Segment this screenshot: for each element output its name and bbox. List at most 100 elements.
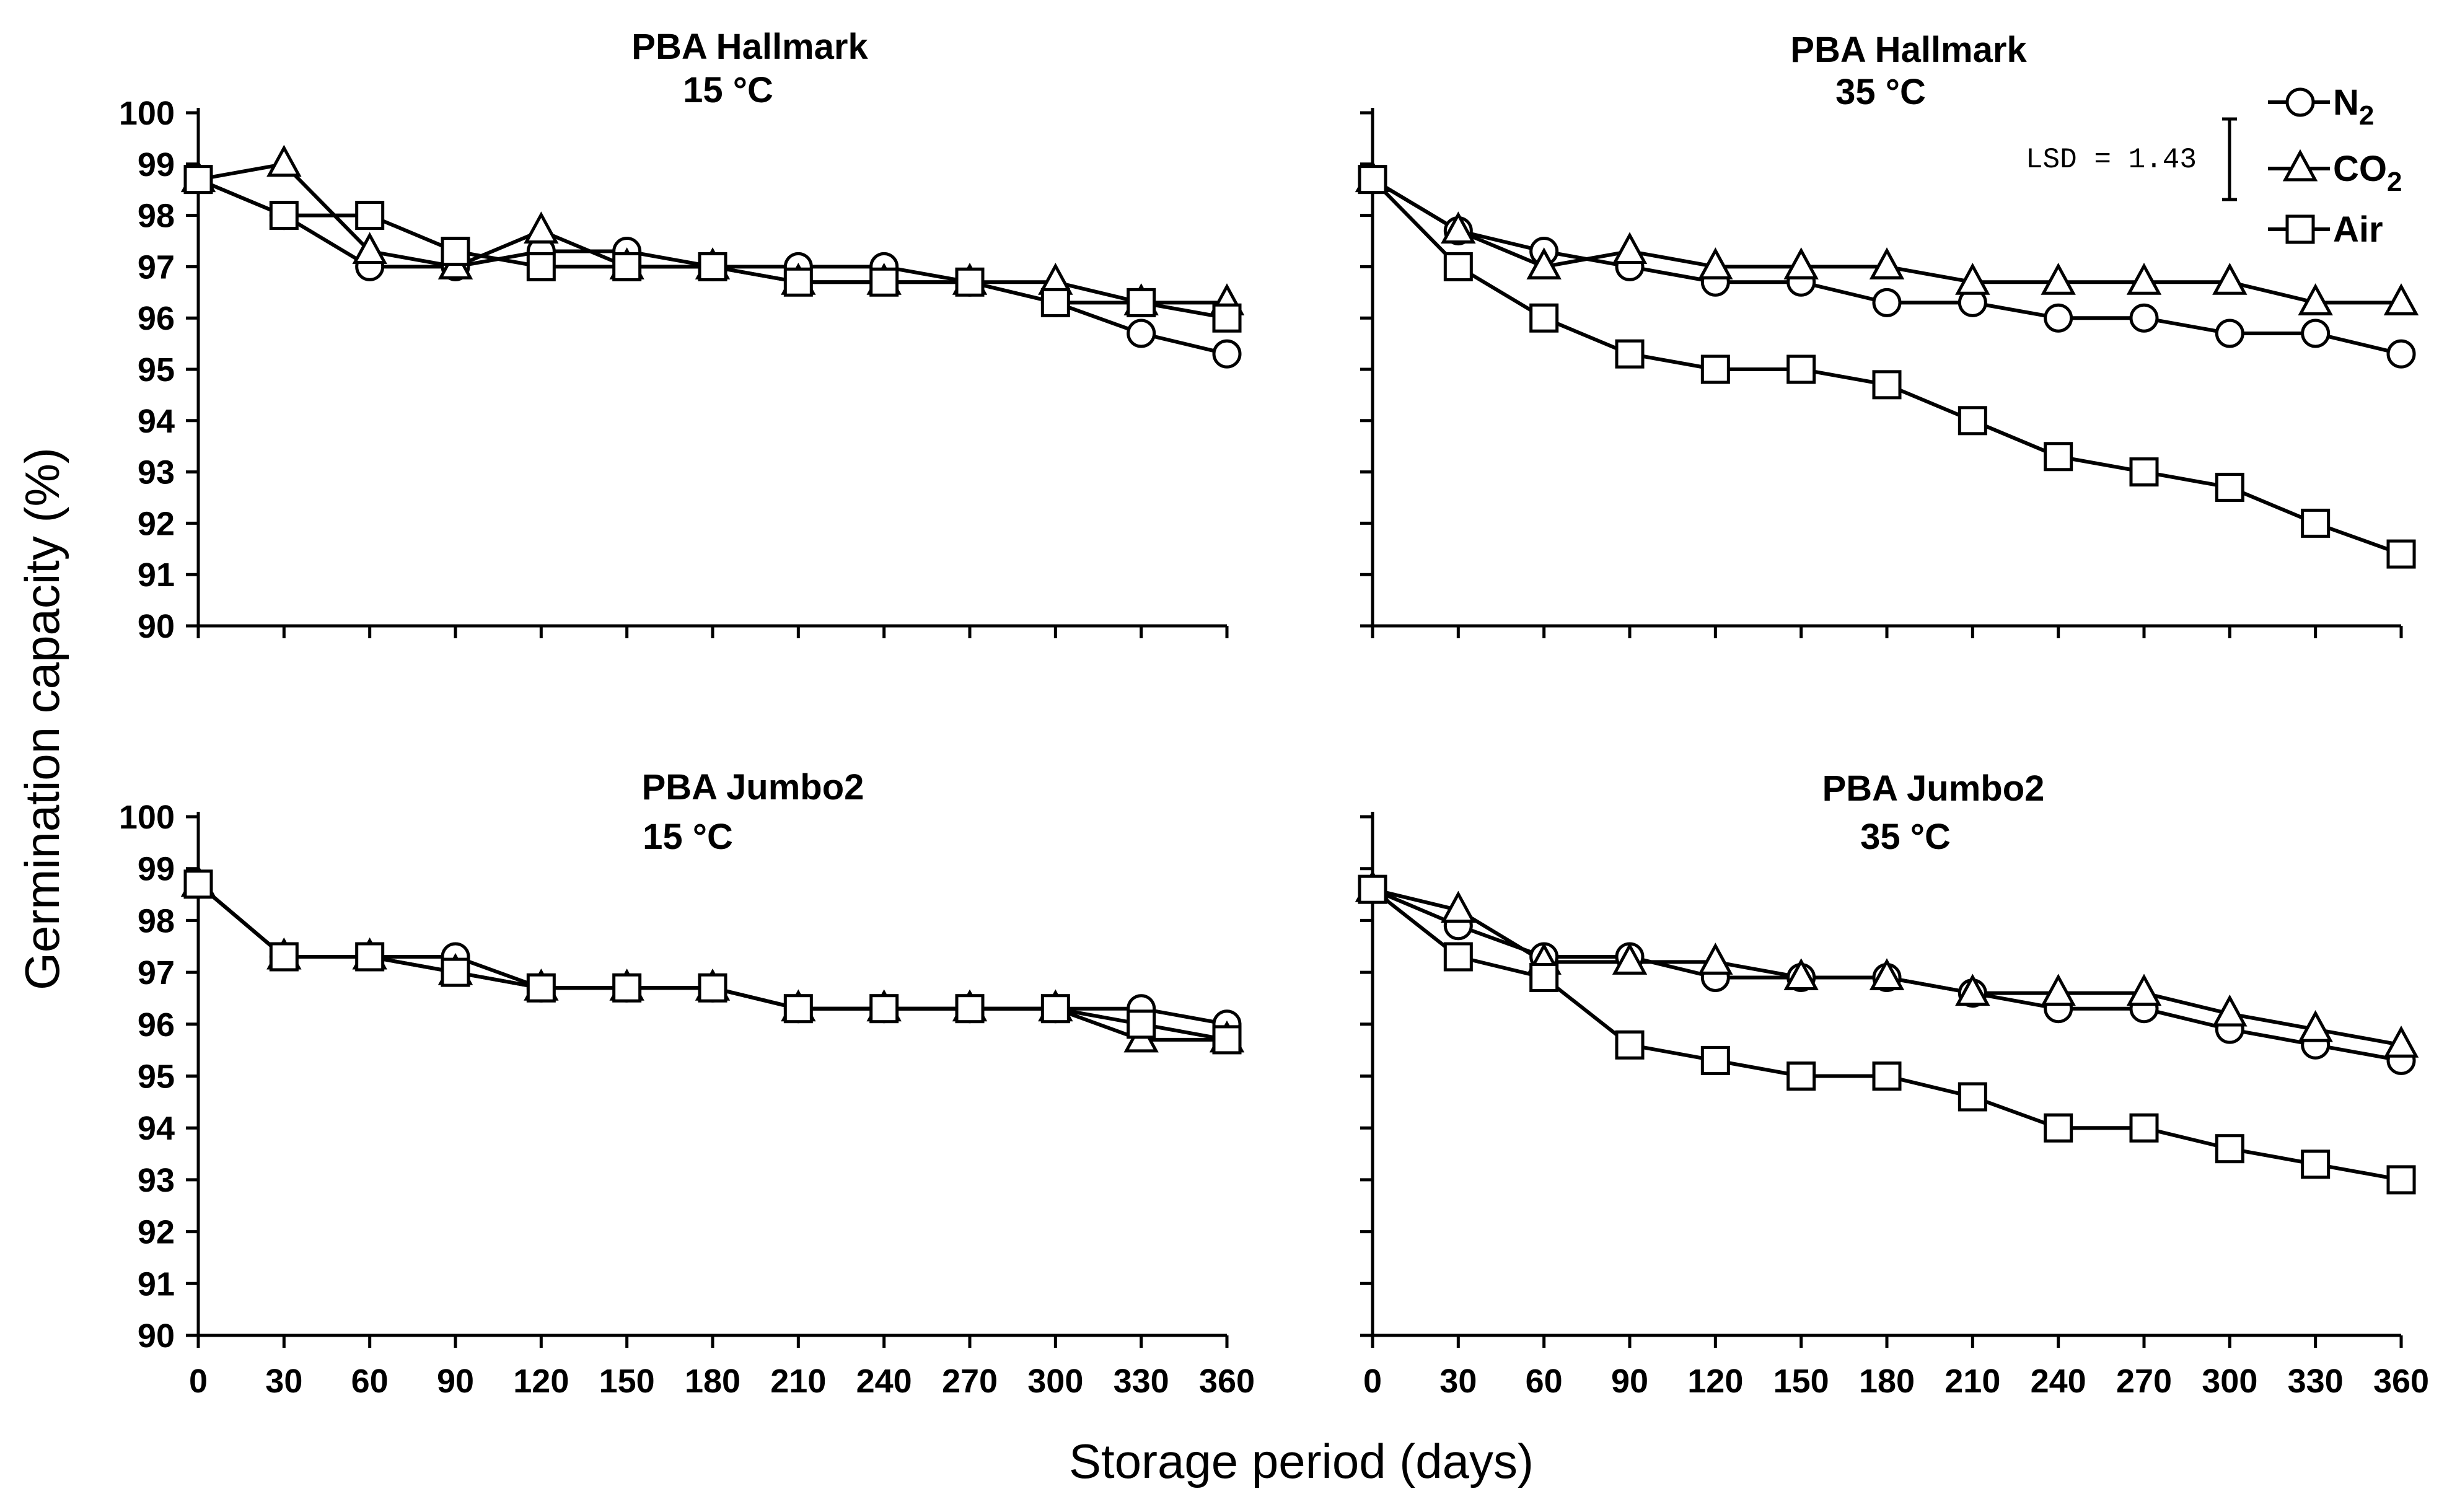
data-point-co2 [1955, 974, 1990, 1006]
panel-4: PBA Jumbo2 35 °C 0 30 60 90 120 150 180 210 240 270… [1355, 768, 2429, 1400]
data-point-air [2386, 1165, 2416, 1195]
data-point-co2 [1526, 247, 1562, 279]
y-tick-label: 91 [138, 1265, 175, 1303]
data-point-air [2215, 472, 2244, 502]
data-point-air [355, 201, 385, 231]
x-tick-label: 360 [1199, 1363, 1255, 1400]
y-tick-label: 92 [138, 1214, 175, 1251]
data-point-co2 [2041, 974, 2076, 1006]
data-point-co2 [1698, 247, 1733, 279]
data-point-co2 [2298, 1009, 2333, 1042]
panel-title: PBA Jumbo2 [1822, 768, 2045, 809]
panel-3: PBA Jumbo2 15 °C 90 91 92 93 94 95 96 97 98 99 100 0 3… [119, 767, 1255, 1400]
x-tick-label: 330 [2288, 1363, 2344, 1400]
x-axis-title: Storage period (days) [1069, 1434, 1534, 1488]
y-tick-label: 96 [138, 1006, 175, 1044]
data-point-co2 [2126, 974, 2162, 1006]
data-point-air [1872, 1061, 1902, 1091]
data-point-co2 [1612, 943, 1648, 975]
lsd-label: LSD = 1.43 [2026, 144, 2197, 176]
data-point-air [2386, 539, 2416, 569]
data-point-co2 [1698, 943, 1733, 975]
data-point-air [526, 973, 556, 1003]
data-point-air [183, 165, 213, 195]
data-point-n2 [1872, 288, 1902, 317]
data-point-air [1700, 354, 1730, 384]
y-tick-label: 95 [138, 351, 175, 389]
x-tick-label: 180 [1859, 1363, 1915, 1400]
data-point-air [1127, 1009, 1156, 1039]
data-point-co2 [2212, 994, 2248, 1027]
data-point-co2 [1869, 247, 1905, 279]
data-point-air [1358, 165, 1387, 195]
data-point-air [355, 942, 385, 972]
panel-subtitle: 35 °C [1835, 72, 1926, 112]
data-point-co2 [2383, 1026, 2419, 1058]
data-point-n2 [2044, 303, 2073, 333]
y-tick-label: 99 [138, 851, 175, 888]
panel-subtitle: 15 °C [643, 817, 733, 857]
y-tick-label: 97 [138, 954, 175, 991]
panel-title: PBA Hallmark [631, 27, 868, 67]
y-tick-label: 90 [138, 1317, 175, 1355]
data-point-air [1958, 1082, 1987, 1112]
y-tick-label: 92 [138, 505, 175, 542]
y-tick-label: 98 [138, 902, 175, 939]
data-point-n2 [2129, 303, 2159, 333]
y-axis-title: Germination capacity (%) [15, 447, 69, 990]
x-tick-label: 180 [685, 1363, 740, 1400]
data-point-co2 [1441, 211, 1476, 244]
x-tick-label: 0 [1363, 1363, 1382, 1400]
data-point-air [269, 942, 299, 972]
y-tick-label: 99 [138, 146, 175, 183]
data-point-air [526, 252, 556, 281]
data-point-co2 [2126, 263, 2162, 295]
panel-title: PBA Jumbo2 [642, 767, 864, 807]
data-point-co2 [1783, 958, 1819, 990]
data-point-air [869, 994, 899, 1024]
data-point-n2 [2215, 319, 2244, 348]
data-point-n2 [1212, 339, 1242, 369]
legend-label: Air [2333, 209, 2383, 250]
legend-item-air: Air [2268, 209, 2383, 250]
x-tick-label: 30 [1439, 1363, 1477, 1400]
x-tick-label: 300 [1027, 1363, 1083, 1400]
data-point-air [1615, 339, 1645, 369]
data-point-air [1786, 354, 1816, 384]
x-tick-label: 330 [1114, 1363, 1169, 1400]
data-point-air [1040, 288, 1070, 317]
panel-subtitle: 35 °C [1860, 817, 1951, 857]
x-tick-label: 270 [2116, 1363, 2172, 1400]
panel-title: PBA Hallmark [1790, 30, 2027, 70]
y-tick-label: 94 [138, 1110, 175, 1147]
y-tick-label: 93 [138, 1162, 175, 1199]
data-point-air [1040, 994, 1070, 1024]
data-point-air [612, 252, 642, 281]
data-point-co2 [2041, 263, 2076, 295]
data-point-co2 [1869, 958, 1905, 990]
data-point-co2 [1783, 247, 1819, 279]
data-point-air [2044, 1113, 2073, 1143]
data-point-air [1700, 1045, 1730, 1075]
data-point-air [1529, 962, 1559, 992]
data-point-air [183, 869, 213, 899]
data-point-n2 [2301, 319, 2331, 348]
legend-marker-circle [2285, 87, 2315, 117]
data-point-air [2301, 1149, 2331, 1179]
data-point-air [2129, 1113, 2159, 1143]
x-tick-label: 240 [2031, 1363, 2086, 1400]
data-point-air [1872, 370, 1902, 400]
data-point-air [1358, 874, 1387, 904]
data-point-air [1786, 1061, 1816, 1091]
y-tick-label: 97 [138, 248, 175, 286]
data-point-air [2215, 1134, 2244, 1164]
x-tick-label: 90 [1611, 1363, 1648, 1400]
data-point-n2 [2386, 339, 2416, 369]
data-point-co2 [1612, 232, 1648, 265]
data-point-air [2301, 508, 2331, 538]
data-point-air [1443, 252, 1473, 281]
y-tick-label: 93 [138, 454, 175, 491]
